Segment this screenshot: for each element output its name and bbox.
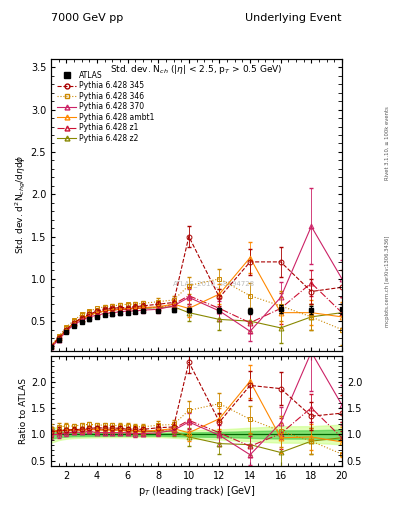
Y-axis label: Ratio to ATLAS: Ratio to ATLAS bbox=[19, 378, 28, 444]
Text: Std. dev. N$_{ch}$ (|$\eta$| < 2.5, p$_{T}$ > 0.5 GeV): Std. dev. N$_{ch}$ (|$\eta$| < 2.5, p$_{… bbox=[110, 63, 283, 76]
Y-axis label: Std. dev. d$^{2}$N$_{chg}$/d$\eta$d$\phi$: Std. dev. d$^{2}$N$_{chg}$/d$\eta$d$\phi… bbox=[13, 155, 28, 254]
Text: Rivet 3.1.10, ≥ 100k events: Rivet 3.1.10, ≥ 100k events bbox=[385, 106, 389, 180]
Legend: ATLAS, Pythia 6.428 345, Pythia 6.428 346, Pythia 6.428 370, Pythia 6.428 ambt1,: ATLAS, Pythia 6.428 345, Pythia 6.428 34… bbox=[54, 68, 158, 146]
Text: ATLAS_2010_S8894728: ATLAS_2010_S8894728 bbox=[173, 280, 255, 287]
Text: Underlying Event: Underlying Event bbox=[245, 13, 342, 23]
Text: 7000 GeV pp: 7000 GeV pp bbox=[51, 13, 123, 23]
Text: mcplots.cern.ch [arXiv:1306.3436]: mcplots.cern.ch [arXiv:1306.3436] bbox=[385, 236, 389, 327]
X-axis label: p$_{T}$ (leading track) [GeV]: p$_{T}$ (leading track) [GeV] bbox=[138, 483, 255, 498]
